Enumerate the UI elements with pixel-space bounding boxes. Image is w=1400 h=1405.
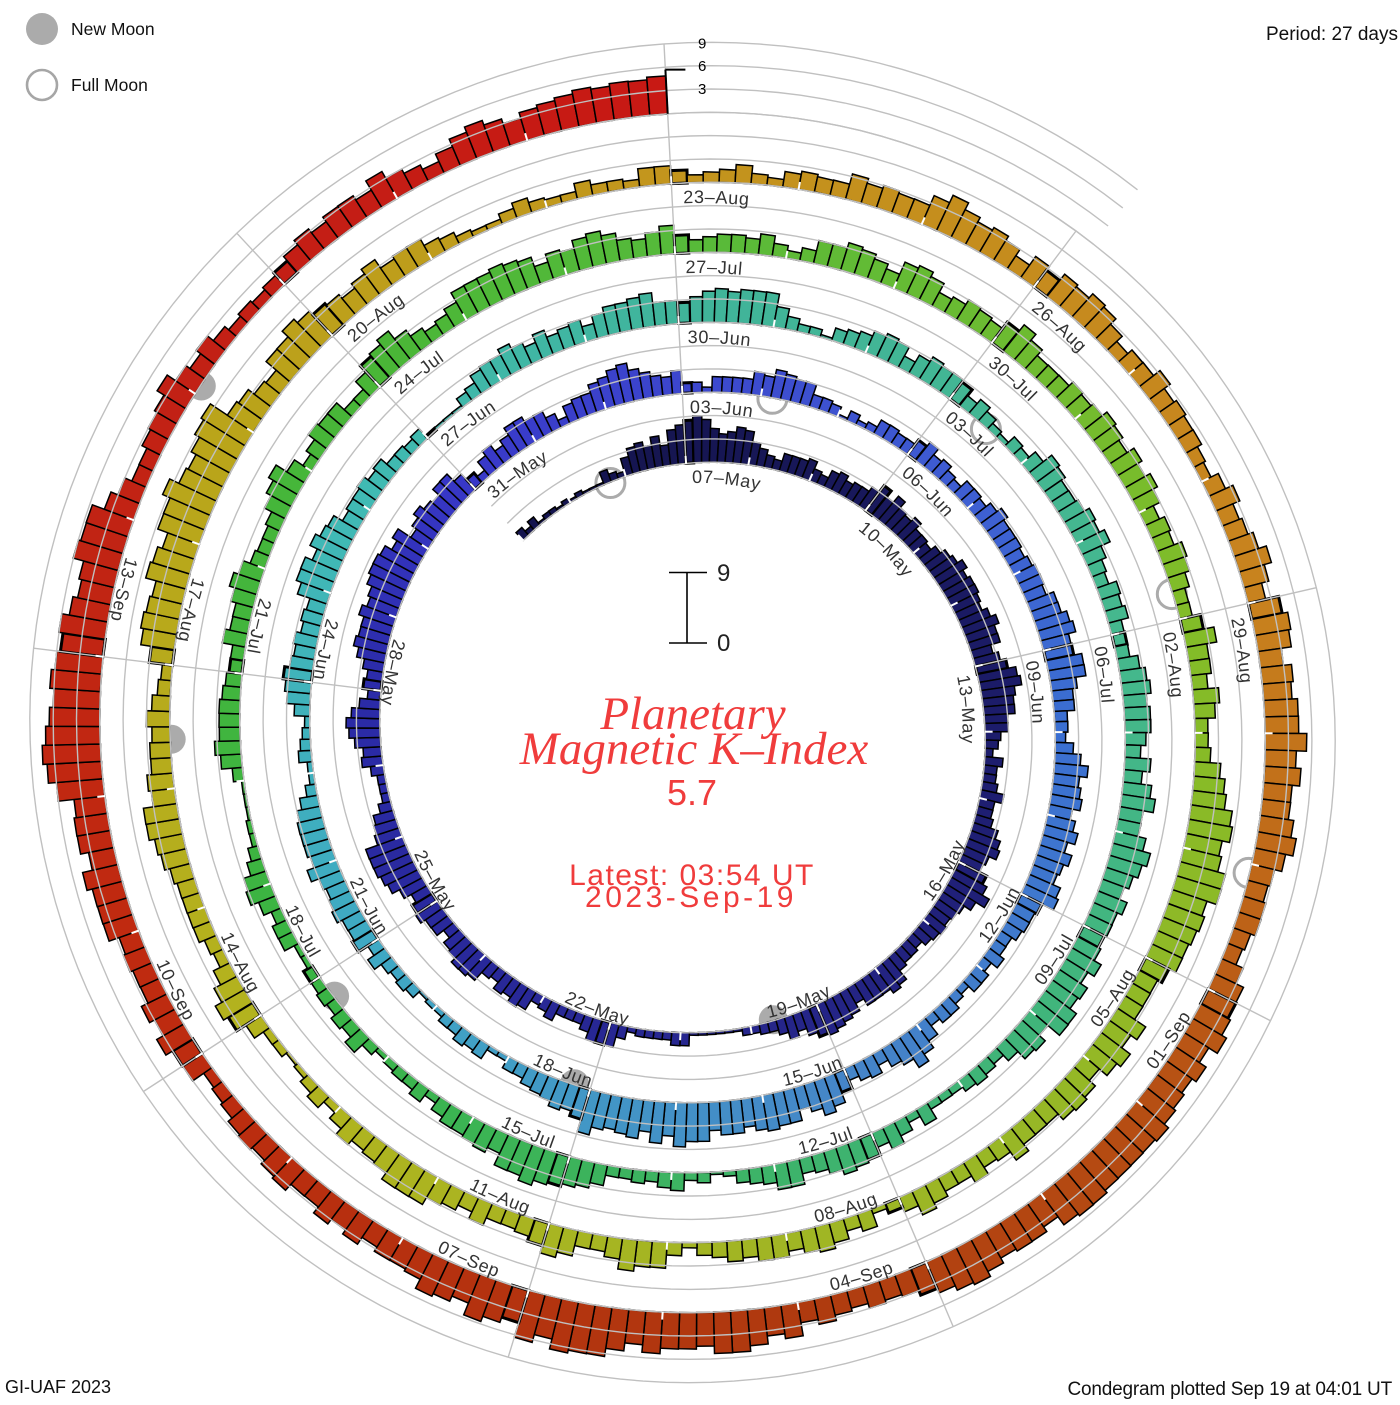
svg-text:9: 9: [717, 560, 730, 587]
svg-text:27–Jul: 27–Jul: [685, 257, 743, 279]
svg-text:GI-UAF 2023: GI-UAF 2023: [5, 1377, 111, 1397]
svg-text:Period: 27 days: Period: 27 days: [1266, 24, 1398, 45]
svg-text:Condegram plotted Sep 19 at 04: Condegram plotted Sep 19 at 04:01 UT: [1068, 1379, 1393, 1400]
svg-text:2023-Sep-19: 2023-Sep-19: [585, 881, 797, 914]
svg-text:9: 9: [698, 36, 706, 53]
svg-text:5.7: 5.7: [667, 772, 717, 813]
svg-text:Magnetic K–Index: Magnetic K–Index: [519, 723, 869, 775]
svg-text:6: 6: [698, 58, 706, 75]
svg-text:New Moon: New Moon: [71, 19, 155, 39]
svg-text:23–Aug: 23–Aug: [683, 187, 750, 209]
svg-text:Full Moon: Full Moon: [71, 75, 148, 95]
svg-text:3: 3: [698, 81, 706, 98]
svg-text:0: 0: [717, 630, 730, 657]
